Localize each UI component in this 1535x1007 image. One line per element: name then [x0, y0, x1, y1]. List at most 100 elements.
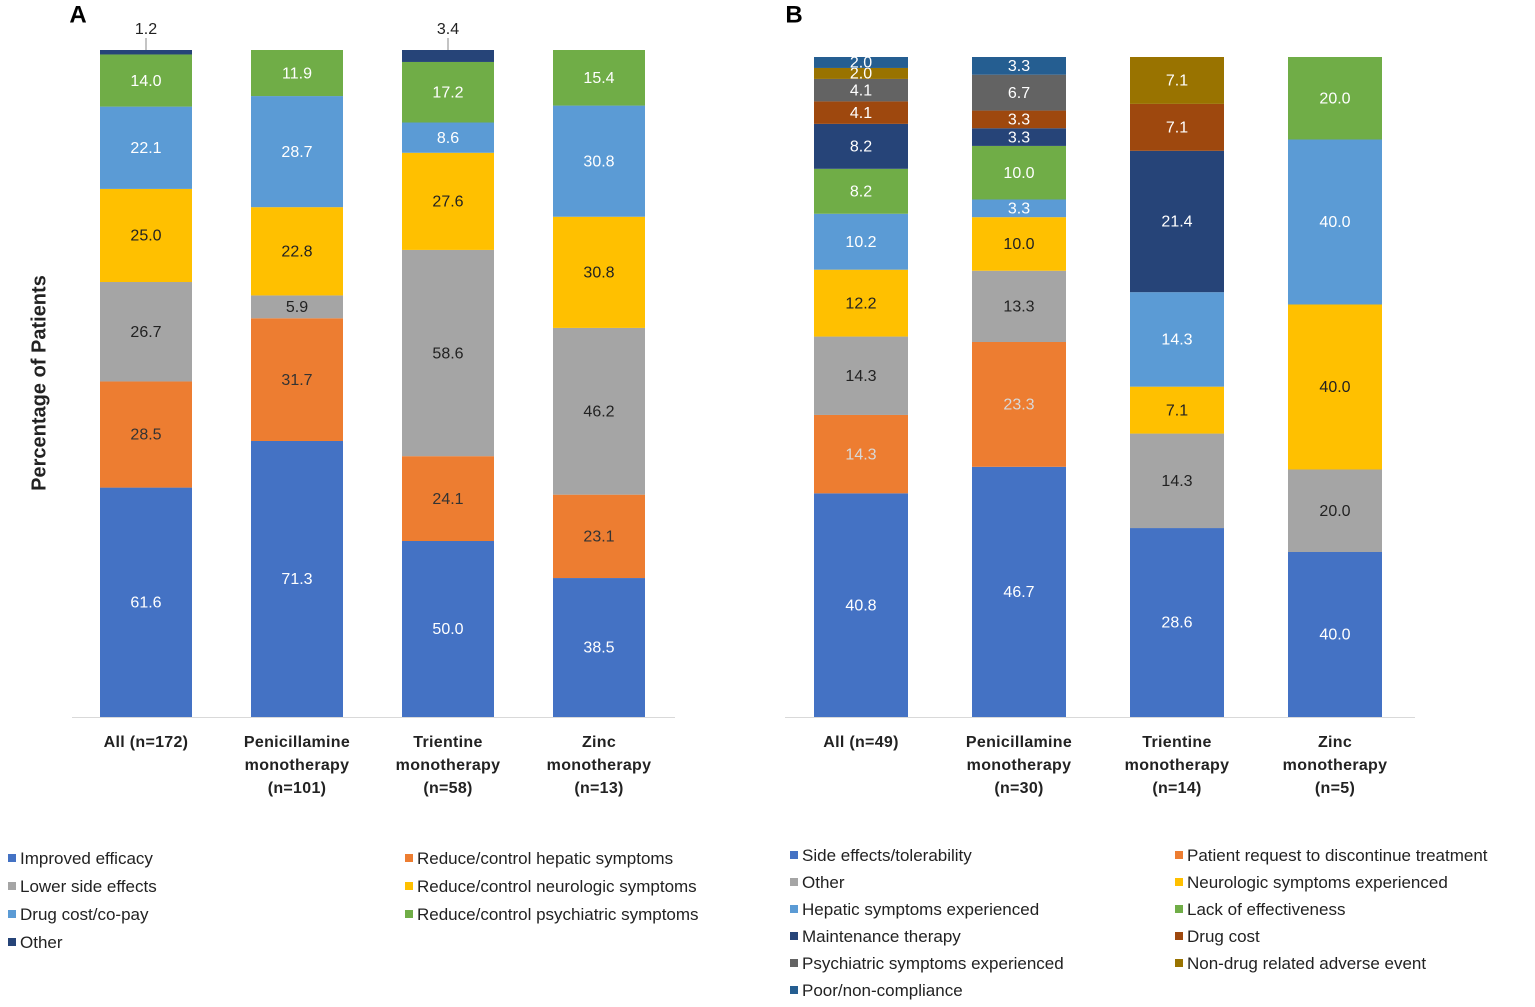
legend-label: Patient request to discontinue treatment — [1187, 846, 1488, 865]
data-label: 22.1 — [130, 140, 161, 157]
legend-swatch — [8, 882, 16, 890]
bar-segment — [100, 50, 192, 55]
panel-label: B — [785, 1, 802, 28]
legend-swatch — [790, 851, 798, 859]
bar-segment — [100, 282, 192, 382]
legend-item: Reduce/control neurologic symptoms — [405, 877, 697, 897]
x-tick-label: Penicillamine monotherapy (n=30) — [965, 734, 1073, 797]
bar-segment — [972, 270, 1066, 342]
x-tick-label: All (n=49) — [823, 734, 899, 751]
bar-segment — [100, 54, 192, 107]
bar-segment — [1288, 469, 1382, 552]
data-label: 4.1 — [850, 82, 872, 99]
bar-segment — [814, 493, 908, 717]
legend-label: Lack of effectiveness — [1187, 900, 1346, 919]
data-label: 3.3 — [1008, 129, 1030, 146]
legend-swatch — [790, 878, 798, 886]
data-label: 28.5 — [130, 427, 161, 444]
data-label: 8.2 — [850, 139, 872, 156]
x-tick-label: Zinc monotherapy (n=5) — [1282, 734, 1388, 797]
bar-segment — [814, 414, 908, 494]
data-label: 1.2 — [135, 21, 157, 38]
bar-segment — [1288, 57, 1382, 140]
legend-item: Drug cost — [1175, 927, 1260, 947]
legend-label: Other — [20, 933, 63, 952]
bar-segment — [814, 269, 908, 337]
data-label: 28.6 — [1161, 615, 1192, 632]
legend-item: Side effects/tolerability — [790, 846, 972, 866]
legend-label: Hepatic symptoms experienced — [802, 900, 1040, 919]
data-label: 46.7 — [1003, 584, 1034, 601]
bar-segment — [972, 110, 1066, 129]
bar-segment — [100, 188, 192, 283]
data-label: 3.4 — [437, 21, 459, 38]
bar-segment — [100, 381, 192, 488]
bar-segment — [1130, 150, 1224, 293]
data-label: 2.0 — [850, 55, 872, 72]
legend-swatch — [1175, 959, 1183, 967]
bar-segment — [553, 327, 645, 495]
legend-label: Psychiatric symptoms experienced — [802, 954, 1064, 973]
data-label: 20.0 — [1319, 90, 1350, 107]
data-label: 14.0 — [130, 73, 161, 90]
bar-segment — [100, 487, 192, 717]
legend-item: Psychiatric symptoms experienced — [790, 954, 1064, 974]
legend-label: Reduce/control psychiatric symptoms — [417, 905, 699, 924]
bar-segment — [402, 456, 494, 542]
legend-swatch — [405, 882, 413, 890]
bar-segment — [553, 494, 645, 579]
data-label: 30.8 — [583, 265, 614, 282]
data-label: 14.3 — [845, 368, 876, 385]
legend-label: Drug cost — [1187, 927, 1260, 946]
legend-label: Drug cost/co-pay — [20, 905, 149, 924]
bar-segment — [553, 105, 645, 217]
legend-swatch — [8, 854, 16, 862]
legend-swatch — [405, 910, 413, 918]
data-label: 25.0 — [130, 228, 161, 245]
x-tick-label: Trientine monotherapy (n=14) — [1124, 734, 1230, 797]
data-label: 61.6 — [130, 595, 161, 612]
data-label: 14.3 — [845, 446, 876, 463]
data-label: 40.0 — [1319, 214, 1350, 231]
legend-item: Poor/non-compliance — [790, 981, 963, 1001]
bar-segment — [553, 578, 645, 717]
legend-swatch — [790, 905, 798, 913]
data-label: 4.1 — [850, 105, 872, 122]
data-label: 6.7 — [1008, 85, 1030, 102]
data-label: 23.1 — [583, 529, 614, 546]
bar-segment — [814, 213, 908, 270]
data-label: 12.2 — [845, 295, 876, 312]
bar-segment — [1288, 304, 1382, 470]
data-label: 8.6 — [437, 130, 459, 147]
legend-swatch — [8, 910, 16, 918]
legend-swatch — [790, 959, 798, 967]
bar-segment — [1130, 103, 1224, 151]
data-label: 71.3 — [281, 571, 312, 588]
bar-segment — [402, 50, 494, 62]
bar-segment — [402, 61, 494, 123]
data-label: 26.7 — [130, 324, 161, 341]
data-label: 21.4 — [1161, 214, 1192, 231]
legend-label: Other — [802, 873, 845, 892]
data-label: 3.3 — [1008, 201, 1030, 218]
legend-swatch — [1175, 851, 1183, 859]
legend-item: Other — [790, 873, 845, 893]
data-label: 5.9 — [286, 299, 308, 316]
data-label: 7.1 — [1166, 120, 1188, 137]
bar-segment — [402, 541, 494, 717]
legend-item: Reduce/control hepatic symptoms — [405, 849, 673, 869]
legend-item: Patient request to discontinue treatment — [1175, 846, 1488, 866]
data-label: 40.8 — [845, 597, 876, 614]
data-label: 14.3 — [1161, 473, 1192, 490]
data-label: 28.7 — [281, 144, 312, 161]
legend-label: Improved efficacy — [20, 849, 153, 868]
data-label: 58.6 — [432, 345, 463, 362]
bar-segment — [1288, 552, 1382, 717]
bar-segment — [814, 67, 908, 79]
legend-item: Lower side effects — [8, 877, 157, 897]
data-label: 22.8 — [281, 244, 312, 261]
data-label: 7.1 — [1166, 402, 1188, 419]
legend-swatch — [790, 932, 798, 940]
bar-segment — [814, 57, 908, 68]
